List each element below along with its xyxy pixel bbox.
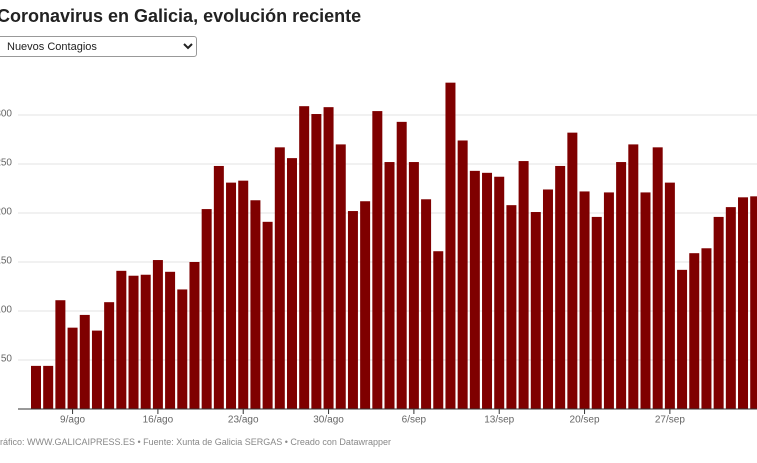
bar — [628, 144, 639, 409]
bar — [384, 162, 395, 409]
y-tick-label: 100 — [0, 305, 12, 316]
bar — [433, 251, 444, 409]
bar — [689, 253, 700, 409]
bar — [445, 82, 456, 409]
bar — [421, 199, 432, 409]
bar — [177, 289, 188, 409]
bar — [323, 107, 334, 409]
bar — [104, 302, 115, 409]
bar — [591, 216, 602, 409]
bar — [482, 172, 493, 409]
x-tick-label: 30/ago — [313, 415, 344, 426]
x-tick-label: 16/ago — [143, 415, 174, 426]
bar — [640, 192, 651, 409]
bar — [372, 111, 383, 409]
bar — [652, 147, 663, 409]
bar — [213, 165, 224, 409]
x-tick-label: 9/ago — [60, 415, 85, 426]
bar — [396, 121, 407, 410]
bar — [738, 197, 749, 409]
bar — [530, 212, 541, 409]
chart-title: Coronavirus en Galicia, evolución recien… — [0, 6, 362, 26]
bar — [408, 162, 419, 409]
bar — [152, 260, 163, 409]
y-tick-label: 150 — [0, 256, 12, 267]
bar — [677, 269, 688, 409]
bar — [360, 201, 371, 409]
bar — [226, 182, 237, 409]
x-tick-label: 13/sep — [484, 415, 514, 426]
y-tick-label: 300 — [0, 109, 12, 120]
bar — [335, 144, 346, 409]
footer: Gráfico: WWW.GALICAIPRESS.ES • Fuente: X… — [0, 437, 391, 447]
bar — [31, 365, 41, 409]
bar — [67, 327, 78, 409]
bar — [664, 182, 675, 409]
bar — [469, 170, 480, 409]
bar — [494, 176, 505, 409]
bar — [542, 189, 553, 409]
bar — [579, 191, 590, 409]
x-tick-label: 23/ago — [228, 415, 259, 426]
bar — [713, 216, 724, 409]
bar — [616, 162, 627, 409]
bar — [506, 205, 517, 409]
bar — [43, 365, 54, 409]
bar — [55, 300, 66, 409]
bar — [518, 161, 529, 409]
bar — [274, 147, 285, 409]
bar — [603, 192, 614, 409]
bar — [91, 330, 102, 409]
bar — [128, 275, 139, 409]
bar — [286, 158, 297, 409]
bar — [189, 262, 200, 409]
bar — [701, 248, 712, 409]
y-tick-label: 200 — [0, 207, 12, 218]
x-tick-label: 27/sep — [655, 415, 685, 426]
bar — [140, 274, 151, 409]
y-tick-label: 250 — [0, 158, 12, 169]
metric-dropdown[interactable]: Nuevos Contagios — [0, 36, 197, 57]
bar — [201, 209, 212, 409]
bar — [725, 207, 736, 409]
x-tick-label: 6/sep — [402, 415, 427, 426]
bar — [116, 270, 127, 409]
bar — [750, 196, 757, 409]
bar — [311, 114, 322, 410]
bar — [79, 314, 90, 409]
bar — [238, 180, 249, 409]
bar — [457, 140, 468, 410]
y-tick-label: 50 — [1, 354, 13, 365]
bar — [299, 106, 310, 410]
bar — [165, 271, 176, 409]
bar — [262, 221, 273, 409]
bar — [250, 200, 261, 409]
bar — [555, 165, 566, 409]
bar — [567, 132, 578, 409]
bar — [347, 211, 358, 409]
x-tick-label: 20/sep — [570, 415, 600, 426]
